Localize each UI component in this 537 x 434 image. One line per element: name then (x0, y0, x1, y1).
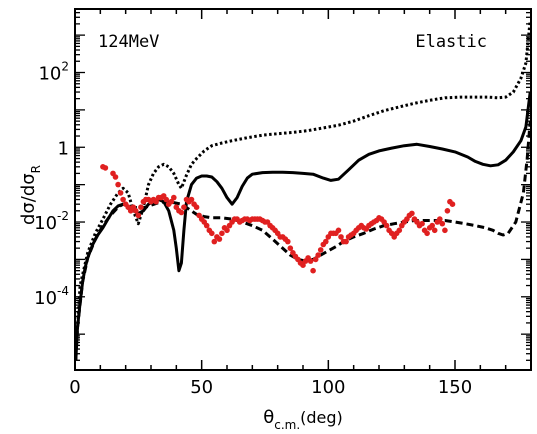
data-point (138, 204, 144, 210)
data-point (396, 227, 403, 234)
data-point (112, 174, 119, 180)
plot-frame (74, 8, 532, 371)
x-axis-label-sub: c.m. (274, 418, 300, 432)
data-point (163, 196, 169, 203)
data-point (429, 222, 436, 229)
data-point (153, 198, 159, 205)
data-point (442, 227, 448, 234)
data-point (188, 196, 195, 203)
scatter-layer (100, 164, 456, 274)
ticks-layer (74, 8, 532, 370)
data-point (439, 220, 446, 227)
data-point (133, 208, 139, 214)
x-axis-label-main: θ (263, 407, 274, 428)
data-point (219, 230, 225, 237)
data-point (102, 165, 109, 171)
energy-annotation: 124MeV (98, 32, 159, 52)
data-point (224, 227, 230, 234)
y-tick-label: 102 (38, 60, 69, 85)
data-point (444, 208, 451, 214)
data-point (383, 222, 390, 229)
data-point (168, 198, 175, 205)
data-point (300, 262, 306, 269)
data-point (424, 230, 430, 237)
data-point (315, 252, 322, 258)
data-point (431, 227, 438, 234)
data-point (449, 201, 456, 207)
data-point (409, 210, 415, 217)
data-point (178, 209, 185, 216)
y-axis-label: dσ/dσR (18, 165, 43, 225)
x-tick-label: 50 (190, 377, 213, 398)
data-point (209, 230, 215, 237)
data-point (117, 190, 124, 196)
data-point (343, 238, 349, 245)
data-point (211, 238, 218, 245)
data-point (323, 238, 329, 245)
y-axis-label-sub: R (29, 165, 43, 173)
data-point (312, 256, 319, 263)
y-tick-label: 10-2 (34, 209, 69, 234)
data-point (115, 181, 121, 188)
data-point (120, 196, 126, 203)
data-point (317, 247, 324, 253)
x-tick-label: 0 (69, 377, 80, 398)
series-solid-line (74, 91, 532, 361)
x-axis-label: θc.m.(deg) (263, 407, 343, 432)
data-point (171, 194, 177, 201)
y-tick-label: 1 (58, 138, 69, 159)
data-point (419, 220, 425, 227)
series-dotted-line (74, 20, 532, 354)
data-point (216, 236, 223, 242)
curves-layer (74, 20, 532, 361)
data-point (285, 238, 291, 245)
x-axis-label-unit: (deg) (300, 408, 343, 427)
data-point (338, 234, 344, 240)
data-point (307, 258, 314, 264)
y-axis-label-main: dσ/dσ (18, 173, 39, 225)
data-point (181, 204, 187, 210)
y-tick-label: 10-4 (34, 284, 69, 309)
data-point (335, 227, 342, 234)
data-point (193, 204, 200, 210)
data-point (135, 212, 142, 219)
x-tick-label: 100 (311, 377, 345, 398)
series-dashed-line (74, 120, 532, 361)
x-tick-label: 150 (438, 377, 472, 398)
data-point (437, 216, 443, 222)
data-point (287, 245, 294, 251)
labels-layer: 0 50 100 150 10-4 10-2 1 102 (34, 60, 472, 398)
data-point (310, 267, 316, 274)
channel-annotation: Elastic (415, 32, 487, 52)
data-point (203, 222, 210, 229)
